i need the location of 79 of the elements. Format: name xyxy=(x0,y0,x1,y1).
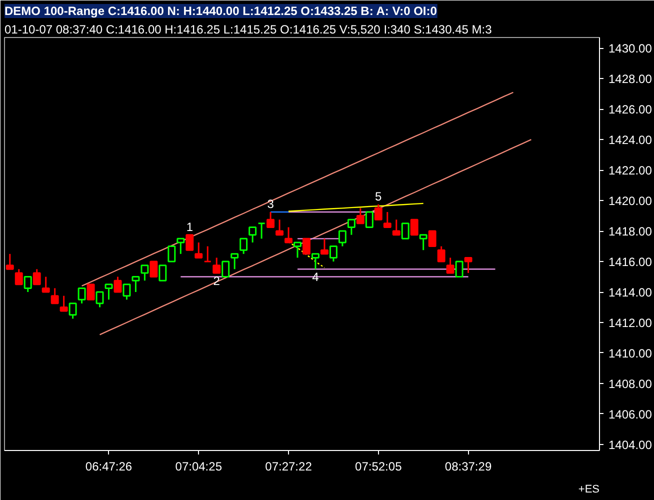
x-tick-label: 07:52:05 xyxy=(355,460,402,474)
y-tick-label: 1428.00 xyxy=(608,72,652,86)
candlestick xyxy=(356,207,364,224)
candlestick xyxy=(86,284,95,300)
y-tick-label: 1426.00 xyxy=(608,102,652,117)
candlestick xyxy=(455,260,464,278)
candlestick xyxy=(14,268,23,286)
x-tick-label: 07:04:25 xyxy=(175,460,222,474)
y-tick-label: 1424.00 xyxy=(608,133,652,148)
y-tick-label: 1422.00 xyxy=(608,164,652,178)
candlestick xyxy=(186,234,194,251)
candlestick xyxy=(122,284,131,300)
y-tick-label: 1418.00 xyxy=(608,224,652,239)
candlestick xyxy=(320,238,328,255)
candlestick xyxy=(276,218,284,236)
x-tick-label: 08:37:29 xyxy=(444,460,492,474)
candlestick xyxy=(78,287,86,304)
candlestick xyxy=(158,264,167,282)
candlestick xyxy=(374,204,382,220)
candlestick xyxy=(212,256,221,274)
candlestick xyxy=(240,238,248,255)
candlestick xyxy=(266,211,275,228)
candlestick xyxy=(294,242,302,258)
x-tick-label: 07:27:22 xyxy=(265,460,312,474)
candlestick xyxy=(222,260,230,278)
y-tick-label: 1414.00 xyxy=(608,286,652,300)
y-tick-label: 1412.00 xyxy=(608,316,652,330)
line-series xyxy=(81,92,514,287)
candlestick xyxy=(132,276,140,293)
candlestick xyxy=(437,246,446,262)
candlestick xyxy=(392,218,400,236)
candlestick xyxy=(32,268,41,286)
candlestick xyxy=(383,211,392,228)
candlestick xyxy=(42,276,50,293)
candlestick xyxy=(140,264,149,282)
candlestick xyxy=(428,230,436,248)
candlestick xyxy=(365,211,374,228)
annotation: 5 xyxy=(375,189,382,204)
annotation: 1 xyxy=(186,220,194,234)
candlestick xyxy=(194,242,203,258)
candlestick xyxy=(176,238,185,255)
candlestick xyxy=(204,246,212,262)
candlestick xyxy=(464,256,472,274)
candlestick xyxy=(150,260,158,278)
candlestick xyxy=(446,256,454,274)
candlestick xyxy=(24,276,32,293)
candlestick xyxy=(302,238,310,255)
candlestick xyxy=(50,287,59,304)
y-tick-label: 1406.00 xyxy=(608,407,652,422)
candlestick xyxy=(419,234,428,251)
candlestick xyxy=(248,226,257,244)
annotation: 3 xyxy=(267,196,274,211)
candlestick xyxy=(410,218,418,236)
candlestick xyxy=(401,222,410,240)
y-tick-label: 1430.00 xyxy=(608,42,652,56)
candlestick xyxy=(104,284,113,300)
text: +ES xyxy=(578,484,600,496)
line-series xyxy=(99,139,532,336)
y-tick-label: 1416.00 xyxy=(608,255,652,270)
y-tick-label: 1404.00 xyxy=(608,438,652,452)
candlestick xyxy=(347,218,356,236)
candlestick xyxy=(329,246,338,262)
candlestick xyxy=(338,230,346,248)
candlestick xyxy=(168,246,176,262)
chart-subtitle: 01-10-07 08:37:40 C:1416.00 H:1416.25 L:1415.25 O:1416.25 V:5,520 I:340 S:1430.45 M:3 xyxy=(4,22,492,36)
candlestick xyxy=(60,295,68,312)
y-tick-label: 1408.00 xyxy=(608,376,652,391)
candlestick xyxy=(68,302,77,320)
chart-title: DEMO 100-Range C:1416.00 N: H:1440.00 L:1412.25 O:1433.25 B: A: V:0 OI:0 xyxy=(4,4,438,18)
y-tick-label: 1410.00 xyxy=(608,346,652,360)
candlestick xyxy=(258,222,266,240)
x-tick-label: 06:47:26 xyxy=(85,460,132,474)
candlestick xyxy=(230,253,239,270)
candlestick xyxy=(311,253,320,270)
y-tick-label: 1420.00 xyxy=(608,194,652,208)
candlestick xyxy=(284,226,293,244)
candlestick xyxy=(6,253,14,270)
candlestick xyxy=(96,291,104,308)
candlestick xyxy=(114,276,122,293)
